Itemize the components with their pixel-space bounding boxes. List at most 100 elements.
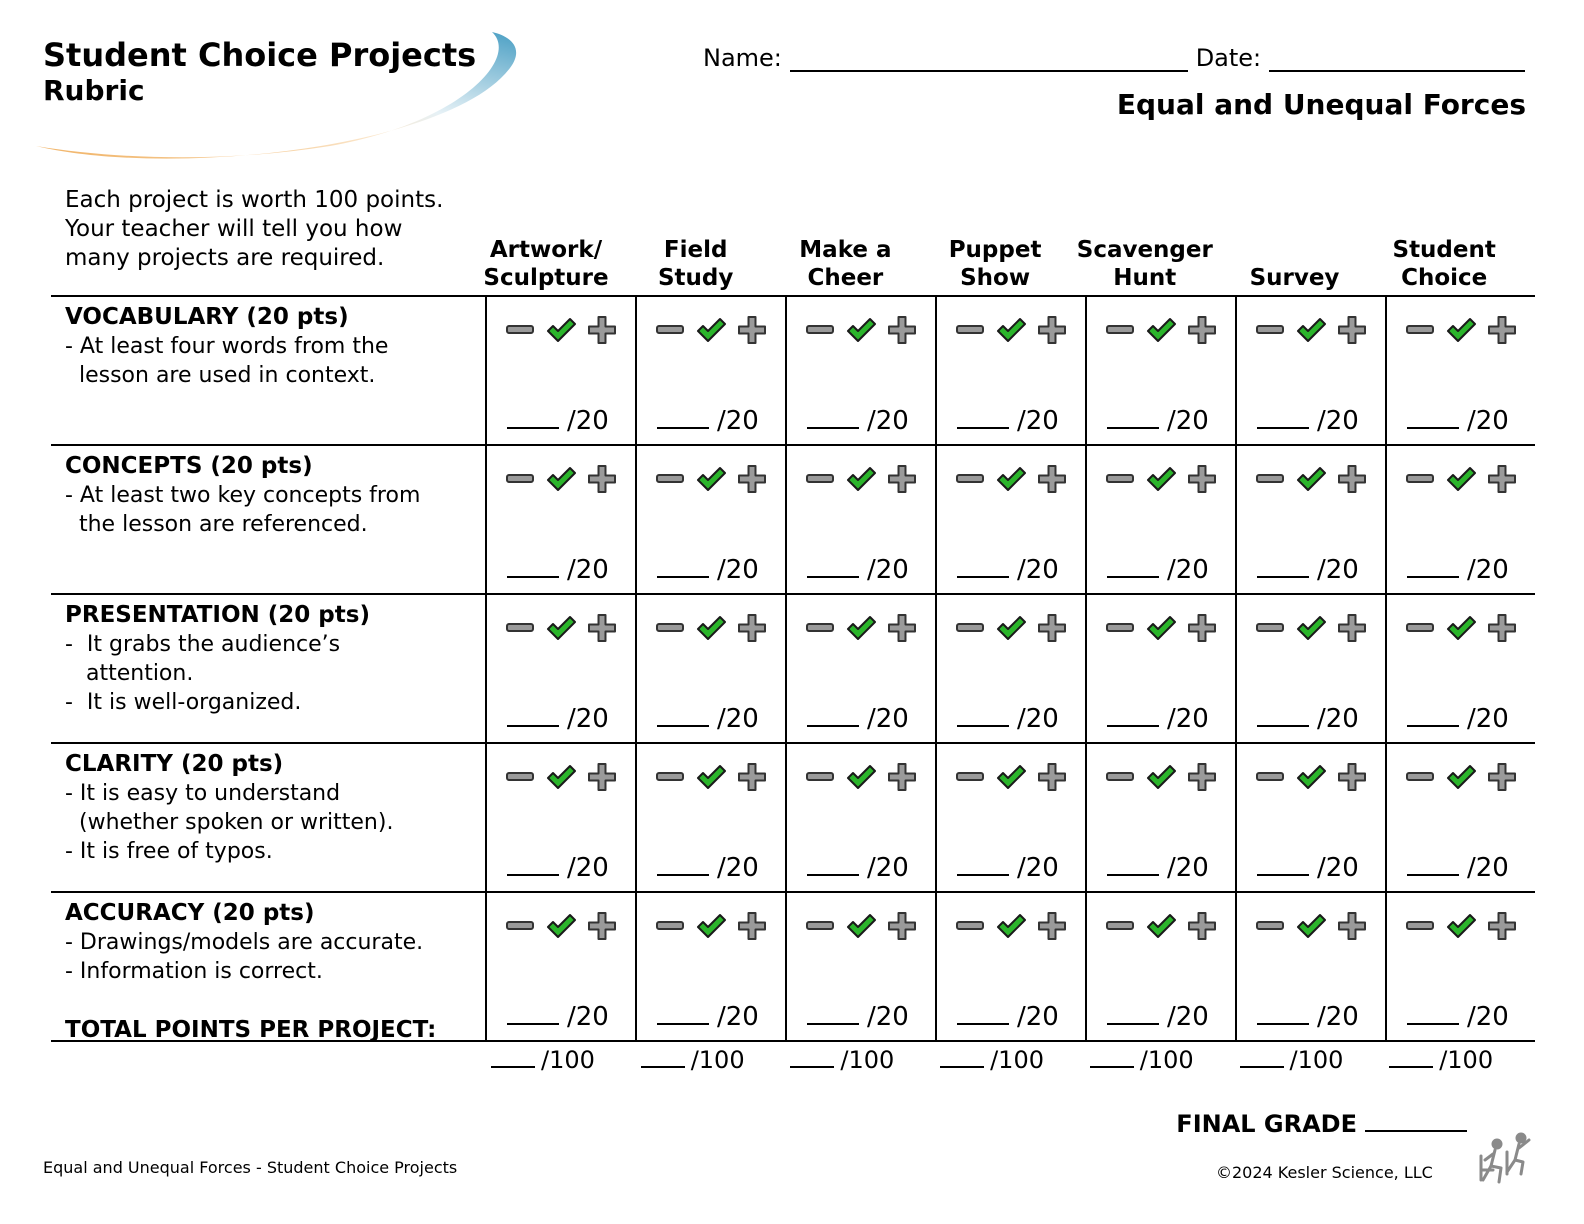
- score-field[interactable]: /20: [807, 554, 909, 585]
- plus-icon[interactable]: [1187, 762, 1217, 792]
- check-icon[interactable]: [846, 315, 876, 345]
- plus-icon[interactable]: [1037, 315, 1067, 345]
- minus-icon[interactable]: [955, 315, 985, 345]
- check-icon[interactable]: [996, 762, 1026, 792]
- score-blank[interactable]: [507, 554, 559, 578]
- check-icon[interactable]: [696, 464, 726, 494]
- score-field[interactable]: /20: [807, 405, 909, 436]
- minus-icon[interactable]: [1105, 762, 1135, 792]
- score-blank[interactable]: [657, 1001, 709, 1025]
- check-icon[interactable]: [1146, 315, 1176, 345]
- total-blank[interactable]: [1389, 1046, 1434, 1068]
- score-field[interactable]: /20: [957, 703, 1059, 734]
- plus-icon[interactable]: [887, 315, 917, 345]
- check-icon[interactable]: [1446, 911, 1476, 941]
- plus-icon[interactable]: [1487, 762, 1517, 792]
- plus-icon[interactable]: [1337, 762, 1367, 792]
- plus-icon[interactable]: [1487, 613, 1517, 643]
- check-icon[interactable]: [696, 911, 726, 941]
- minus-icon[interactable]: [805, 315, 835, 345]
- score-blank[interactable]: [507, 1001, 559, 1025]
- check-icon[interactable]: [1446, 613, 1476, 643]
- score-field[interactable]: /20: [957, 405, 1059, 436]
- score-blank[interactable]: [807, 554, 859, 578]
- check-icon[interactable]: [1146, 911, 1176, 941]
- score-field[interactable]: /20: [1257, 405, 1359, 436]
- total-score-student-choice[interactable]: /100: [1389, 1046, 1493, 1074]
- check-icon[interactable]: [996, 315, 1026, 345]
- score-blank[interactable]: [657, 703, 709, 727]
- plus-icon[interactable]: [1487, 911, 1517, 941]
- plus-icon[interactable]: [737, 762, 767, 792]
- score-field[interactable]: /20: [1107, 852, 1209, 883]
- score-field[interactable]: /20: [957, 852, 1059, 883]
- score-field[interactable]: /20: [1107, 703, 1209, 734]
- plus-icon[interactable]: [887, 911, 917, 941]
- plus-icon[interactable]: [1187, 315, 1217, 345]
- score-blank[interactable]: [657, 405, 709, 429]
- check-icon[interactable]: [546, 911, 576, 941]
- score-field[interactable]: /20: [1407, 852, 1509, 883]
- minus-icon[interactable]: [955, 762, 985, 792]
- minus-icon[interactable]: [655, 464, 685, 494]
- total-score-scavenger-hunt[interactable]: /100: [1089, 1046, 1194, 1074]
- plus-icon[interactable]: [587, 315, 617, 345]
- score-field[interactable]: /20: [1407, 405, 1509, 436]
- minus-icon[interactable]: [655, 762, 685, 792]
- check-icon[interactable]: [1296, 911, 1326, 941]
- minus-icon[interactable]: [1405, 613, 1435, 643]
- score-blank[interactable]: [1407, 852, 1459, 876]
- score-blank[interactable]: [1257, 554, 1309, 578]
- score-field[interactable]: /20: [957, 1001, 1059, 1032]
- plus-icon[interactable]: [887, 762, 917, 792]
- plus-icon[interactable]: [887, 613, 917, 643]
- plus-icon[interactable]: [1187, 464, 1217, 494]
- minus-icon[interactable]: [955, 464, 985, 494]
- score-field[interactable]: /20: [1407, 703, 1509, 734]
- minus-icon[interactable]: [1405, 762, 1435, 792]
- check-icon[interactable]: [1146, 762, 1176, 792]
- score-field[interactable]: /20: [1257, 703, 1359, 734]
- check-icon[interactable]: [1146, 464, 1176, 494]
- plus-icon[interactable]: [1337, 464, 1367, 494]
- score-field[interactable]: /20: [507, 703, 609, 734]
- total-score-field-study[interactable]: /100: [640, 1046, 745, 1074]
- total-blank[interactable]: [1239, 1046, 1284, 1068]
- score-blank[interactable]: [507, 852, 559, 876]
- check-icon[interactable]: [996, 464, 1026, 494]
- check-icon[interactable]: [1296, 613, 1326, 643]
- plus-icon[interactable]: [737, 464, 767, 494]
- score-blank[interactable]: [807, 405, 859, 429]
- minus-icon[interactable]: [955, 613, 985, 643]
- check-icon[interactable]: [846, 613, 876, 643]
- check-icon[interactable]: [846, 911, 876, 941]
- minus-icon[interactable]: [1255, 613, 1285, 643]
- minus-icon[interactable]: [805, 911, 835, 941]
- score-blank[interactable]: [507, 703, 559, 727]
- score-blank[interactable]: [957, 703, 1009, 727]
- plus-icon[interactable]: [1337, 315, 1367, 345]
- total-score-artwork-sculpture[interactable]: /100: [491, 1046, 595, 1074]
- plus-icon[interactable]: [1337, 911, 1367, 941]
- plus-icon[interactable]: [1487, 464, 1517, 494]
- score-blank[interactable]: [1257, 703, 1309, 727]
- score-blank[interactable]: [807, 1001, 859, 1025]
- name-field[interactable]: [789, 42, 1188, 72]
- plus-icon[interactable]: [1037, 911, 1067, 941]
- plus-icon[interactable]: [1037, 464, 1067, 494]
- minus-icon[interactable]: [655, 613, 685, 643]
- check-icon[interactable]: [1296, 315, 1326, 345]
- check-icon[interactable]: [846, 464, 876, 494]
- score-field[interactable]: /20: [1257, 852, 1359, 883]
- plus-icon[interactable]: [587, 911, 617, 941]
- check-icon[interactable]: [546, 315, 576, 345]
- score-field[interactable]: /20: [807, 703, 909, 734]
- score-blank[interactable]: [807, 852, 859, 876]
- score-blank[interactable]: [1257, 852, 1309, 876]
- total-blank[interactable]: [940, 1046, 985, 1068]
- score-blank[interactable]: [657, 554, 709, 578]
- check-icon[interactable]: [546, 464, 576, 494]
- plus-icon[interactable]: [887, 464, 917, 494]
- minus-icon[interactable]: [505, 464, 535, 494]
- total-blank[interactable]: [491, 1046, 535, 1068]
